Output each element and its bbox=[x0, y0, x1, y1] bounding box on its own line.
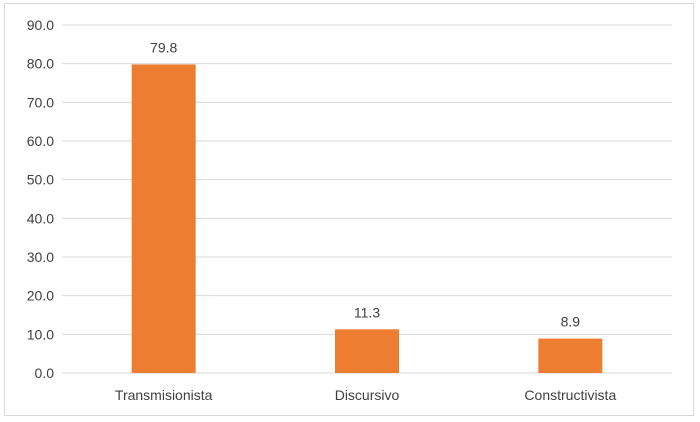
y-tick-label: 30.0 bbox=[27, 249, 54, 265]
data-label: 8.9 bbox=[561, 314, 581, 330]
y-tick-label: 70.0 bbox=[27, 94, 54, 110]
y-tick-label: 0.0 bbox=[35, 365, 55, 381]
y-tick-label: 40.0 bbox=[27, 210, 54, 226]
y-tick-label: 60.0 bbox=[27, 133, 54, 149]
y-tick-label: 20.0 bbox=[27, 288, 54, 304]
bar bbox=[335, 329, 399, 373]
bar bbox=[538, 338, 603, 373]
x-tick-label: Discursivo bbox=[335, 387, 400, 403]
x-tick-label: Transmisionista bbox=[115, 387, 213, 403]
data-label: 11.3 bbox=[354, 304, 380, 320]
y-tick-label: 90.0 bbox=[27, 17, 54, 33]
x-tick-label: Constructivista bbox=[524, 387, 616, 403]
y-tick-label: 80.0 bbox=[27, 56, 54, 72]
y-tick-label: 10.0 bbox=[27, 326, 54, 342]
y-tick-label: 50.0 bbox=[27, 172, 54, 188]
data-label: 79.8 bbox=[150, 39, 177, 55]
bar bbox=[131, 64, 196, 373]
